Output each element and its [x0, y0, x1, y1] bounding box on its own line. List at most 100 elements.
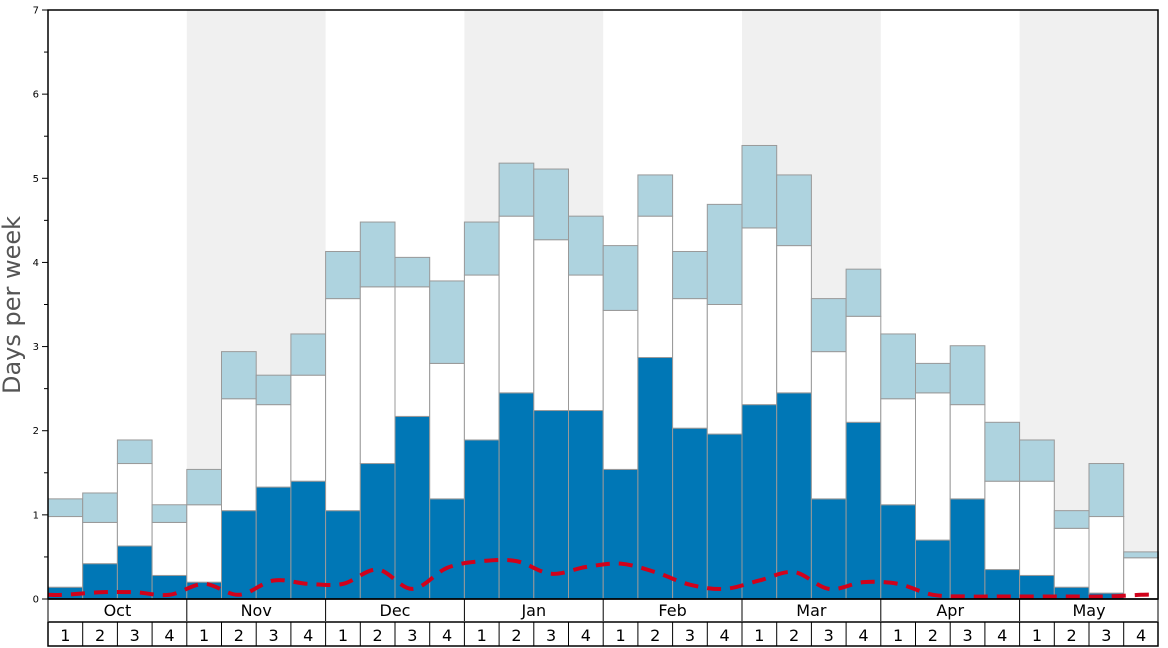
- bar-segment-top: [1019, 439, 1055, 482]
- bar-segment-top: [116, 439, 153, 465]
- bar-segment-top: [1123, 551, 1159, 559]
- bar-segment-top: [463, 221, 500, 276]
- week-label: 1: [199, 626, 209, 645]
- bar-segment-middle: [290, 374, 327, 482]
- bar-segment-top: [568, 215, 604, 276]
- month-label-feb: Feb: [658, 601, 686, 620]
- bar-segment-bottom: [429, 498, 465, 600]
- month-label-oct: Oct: [104, 601, 132, 620]
- bar-segment-middle: [255, 404, 292, 488]
- bar-segment-bottom: [949, 498, 986, 600]
- bar-segment-middle: [810, 351, 847, 500]
- week-label: 3: [407, 626, 417, 645]
- week-label: 1: [754, 626, 764, 645]
- y-tick-label: 0: [33, 595, 39, 606]
- bar-segment-middle: [116, 463, 153, 547]
- bar-segment-middle: [463, 274, 500, 441]
- bar-segment-top: [845, 268, 882, 317]
- bar-segment-middle: [845, 315, 882, 423]
- week-label: 2: [373, 626, 383, 645]
- bar-segment-top: [741, 144, 778, 229]
- bar-segment-bottom: [810, 498, 847, 600]
- bar-segment-middle: [325, 298, 361, 512]
- bar-segment-bottom: [706, 433, 743, 600]
- bar-segment-bottom: [915, 539, 951, 600]
- bar-segment-middle: [186, 504, 223, 583]
- bar-segment-top: [290, 333, 327, 376]
- bar-segment-top: [984, 421, 1021, 482]
- bar-segment-middle: [602, 309, 639, 470]
- bar-segment-bottom: [776, 392, 812, 600]
- bar-segment-middle: [880, 398, 916, 506]
- week-label: 2: [1067, 626, 1077, 645]
- week-label: 2: [95, 626, 105, 645]
- bar-segment-bottom: [602, 468, 639, 600]
- bar-segment-bottom: [498, 392, 535, 600]
- bar-segment-middle: [949, 404, 986, 500]
- week-label: 2: [789, 626, 799, 645]
- week-label: 3: [962, 626, 972, 645]
- week-label: 1: [893, 626, 903, 645]
- bar-segment-bottom: [394, 415, 431, 600]
- bar-segment-bottom: [880, 504, 916, 600]
- bar-segment-top: [325, 250, 361, 300]
- bar-segment-top: [706, 203, 743, 305]
- week-label: 2: [234, 626, 244, 645]
- bar-segment-bottom: [637, 357, 674, 600]
- week-label: 1: [615, 626, 625, 645]
- bar-segment-middle: [498, 215, 535, 394]
- week-label: 4: [720, 626, 730, 645]
- bar-segment-top: [429, 280, 465, 364]
- bar-segment-top: [1053, 510, 1090, 529]
- bar-segment-bottom: [741, 404, 778, 600]
- week-label: 3: [130, 626, 140, 645]
- month-label-dec: Dec: [380, 601, 411, 620]
- y-tick-label: 3: [33, 342, 39, 353]
- bar-segment-middle: [394, 286, 431, 417]
- bar-segment-bottom: [845, 421, 882, 600]
- week-label: 4: [1136, 626, 1146, 645]
- bar-segment-top: [672, 250, 708, 300]
- axes: 0 1 2 3 4 5 6 7 Oct Nov Dec Jan Feb Mar Apr May 1 2 3 4 1 2 3 4…: [33, 6, 1159, 647]
- month-label-may: May: [1072, 601, 1105, 620]
- week-label: 1: [477, 626, 487, 645]
- bar-segment-top: [186, 468, 223, 506]
- bar-segment-top: [1088, 463, 1125, 518]
- bar-segment-top: [82, 492, 118, 523]
- bar-segment-top: [880, 333, 916, 400]
- bar-segment-middle: [776, 245, 812, 394]
- bar-segment-middle: [984, 480, 1021, 571]
- bar-segment-middle: [429, 362, 465, 500]
- bar-segment-middle: [1019, 480, 1055, 576]
- week-label: 4: [442, 626, 452, 645]
- bar-segment-middle: [359, 286, 396, 465]
- week-label: 4: [303, 626, 313, 645]
- bar-segment-top: [359, 221, 396, 288]
- bar-segment-top: [637, 174, 674, 217]
- y-tick-label: 6: [33, 90, 39, 101]
- bar-segment-top: [394, 256, 431, 288]
- bar-segment-top: [498, 162, 535, 217]
- line-series: [47, 557, 1159, 599]
- week-label: 3: [685, 626, 695, 645]
- bar-segment-middle: [568, 274, 604, 412]
- bar-segment-top: [47, 498, 84, 518]
- week-label: 4: [997, 626, 1007, 645]
- bar-segment-top: [776, 174, 812, 247]
- y-axis-label: Days per week: [0, 216, 26, 394]
- bar-segment-middle: [706, 304, 743, 435]
- bar-segment-bottom: [533, 410, 569, 600]
- bar-segment-bottom: [984, 569, 1021, 600]
- bar-segment-bottom: [672, 427, 708, 600]
- week-label: 4: [164, 626, 174, 645]
- bar-segment-top: [949, 345, 986, 406]
- y-tick-label: 2: [33, 426, 39, 437]
- bar-segment-top: [151, 504, 188, 523]
- week-label: 3: [824, 626, 834, 645]
- bar-segment-middle: [672, 298, 708, 429]
- bar-segment-middle: [151, 521, 188, 576]
- dashed-line: [47, 557, 1159, 599]
- y-tick-label: 1: [33, 510, 39, 521]
- week-label: 1: [1032, 626, 1042, 645]
- y-tick-label: 7: [33, 6, 39, 17]
